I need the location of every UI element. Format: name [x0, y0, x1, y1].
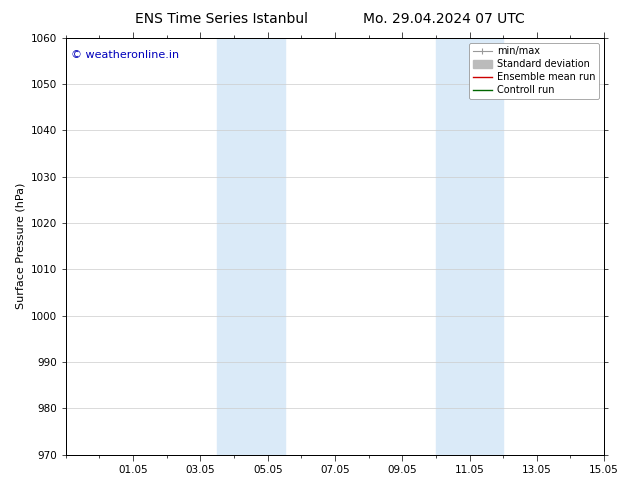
Text: © weatheronline.in: © weatheronline.in — [71, 50, 179, 60]
Text: Mo. 29.04.2024 07 UTC: Mo. 29.04.2024 07 UTC — [363, 12, 525, 26]
Bar — [217, 38, 285, 455]
Bar — [436, 38, 503, 455]
Y-axis label: Surface Pressure (hPa): Surface Pressure (hPa) — [15, 183, 25, 309]
Legend: min/max, Standard deviation, Ensemble mean run, Controll run: min/max, Standard deviation, Ensemble me… — [469, 43, 599, 99]
Text: ENS Time Series Istanbul: ENS Time Series Istanbul — [136, 12, 308, 26]
